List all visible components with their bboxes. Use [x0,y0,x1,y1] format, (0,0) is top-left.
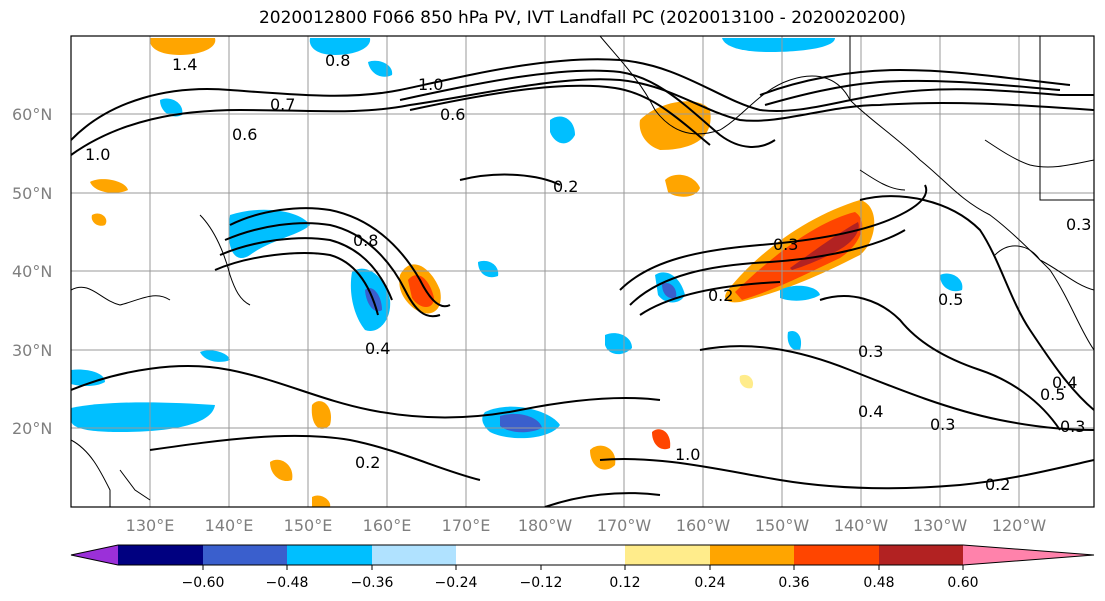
negative-anomaly-patch [200,350,230,362]
lat-label: 20°N [12,419,52,438]
contour-label: 0.8 [353,231,378,250]
contour-label: 0.5 [938,290,963,309]
colorbar-tick-label: 0.12 [609,575,640,591]
colorbar-segment [118,545,203,565]
contour-label: 0.3 [773,235,798,254]
colorbar-tick-label: −0.12 [520,575,563,591]
colorbar-segment [625,545,710,565]
negative-anomaly-patch [605,333,632,355]
negative-anomaly-patch [662,282,677,299]
colorbar-tick-label: −0.24 [435,575,478,591]
colorbar-segment [541,545,625,565]
contour-label: 0.3 [930,415,955,434]
contour-label: 0.2 [985,475,1010,494]
negative-anomaly-patch [722,38,835,52]
contour-label: 0.2 [708,286,733,305]
colorbar-extend-min [71,545,118,565]
negative-anomaly-patch [71,369,105,386]
lon-label: 140°W [834,516,889,535]
colorbar-segment [372,545,456,565]
positive-anomaly-patch [311,401,331,429]
lon-label: 170°E [442,516,491,535]
lon-label: 130°E [126,516,175,535]
lat-label: 40°N [12,262,52,281]
contour-label: 0.2 [553,177,578,196]
colorbar-tick-label: 0.48 [863,575,894,591]
colorbar-segment [879,545,963,565]
contour-label: 0.4 [1052,373,1077,392]
negative-anomaly-patch [309,38,371,55]
longitude-labels: 130°E 140°E 150°E 160°E 170°E 180°W 170°… [126,516,1047,535]
contour-label: 0.3 [1060,417,1085,436]
lat-label: 60°N [12,105,52,124]
negative-anomaly-patch [780,285,820,301]
colorbar-tick-label: 0.36 [778,575,809,591]
lat-label: 30°N [12,341,52,360]
contour-labels: 1.4 0.8 1.0 1.0 0.7 0.6 0.6 0.2 0.8 0.3 … [85,51,1091,494]
contour-label: 0.3 [858,342,883,361]
contour-label: 1.4 [172,55,197,74]
latitude-labels: 60°N 50°N 40°N 30°N 20°N [12,105,52,438]
contour-label: 1.0 [675,445,700,464]
colorbar-extend-max [963,545,1094,565]
positive-anomaly-patch [90,179,128,193]
lon-label: 140°E [205,516,254,535]
lon-label: 160°W [676,516,731,535]
lon-label: 160°E [363,516,412,535]
positive-anomaly-patch [408,275,434,307]
colorbar-outline [70,544,1095,566]
contour-label: 1.0 [85,145,110,164]
lon-label: 150°W [755,516,810,535]
negative-anomaly-patch [160,98,183,117]
negative-anomaly-patch [478,260,499,278]
contour-label: 0.8 [325,51,350,70]
colorbar-tick-label: 0.24 [694,575,725,591]
colorbar-segment [456,545,541,565]
lon-label: 170°W [597,516,652,535]
positive-anomaly-patch [149,38,216,55]
lon-label: 130°W [913,516,968,535]
contour-label: 0.2 [355,453,380,472]
negative-anomaly-patch [550,116,575,144]
contour-label: 0.4 [365,339,390,358]
colorbar-tick-label: 0.60 [947,575,978,591]
lat-label: 50°N [12,184,52,203]
positive-anomaly-patch [652,429,671,450]
colorbar-segment [794,545,879,565]
positive-anomaly-patch [590,445,616,470]
negative-anomaly-patch [787,330,802,351]
positive-anomaly-patch [735,212,863,300]
contour-label: 0.4 [858,402,883,421]
contour-label: 0.3 [1066,215,1091,234]
positive-anomaly-patch [91,213,107,226]
positive-anomaly-patch [312,495,331,507]
positive-anomaly-patch [665,174,700,197]
negative-anomaly-patch [71,402,215,432]
contour-label: 0.7 [270,95,295,114]
negative-anomaly-patch [940,273,963,292]
contour-label: 0.6 [232,125,257,144]
lon-label: 120°W [992,516,1047,535]
contour-label: 1.0 [418,75,443,94]
colorbar-tick-label: −0.60 [182,575,225,591]
map-title: 2020012800 F066 850 hPa PV, IVT Landfall… [258,8,906,28]
colorbar-segment [287,545,372,565]
map-frame [70,35,1095,508]
colorbar-tick-label: −0.36 [351,575,394,591]
lon-label: 150°E [284,516,333,535]
positive-anomaly-patch [270,459,293,482]
contour-label: 0.6 [440,105,465,124]
colorbar-tick-label: −0.48 [266,575,309,591]
pv-contours [71,58,1094,507]
positive-anomaly-patch [739,374,754,389]
colorbar: −0.60 −0.48 −0.36 −0.24 −0.12 0.12 0.24 … [70,544,1095,591]
lon-label: 180°W [518,516,573,535]
negative-anomaly-patch [368,60,393,77]
gridlines [71,36,1094,507]
colorbar-segment [203,545,287,565]
colorbar-segment [710,545,794,565]
contour-label: 0.5 [1040,385,1065,404]
